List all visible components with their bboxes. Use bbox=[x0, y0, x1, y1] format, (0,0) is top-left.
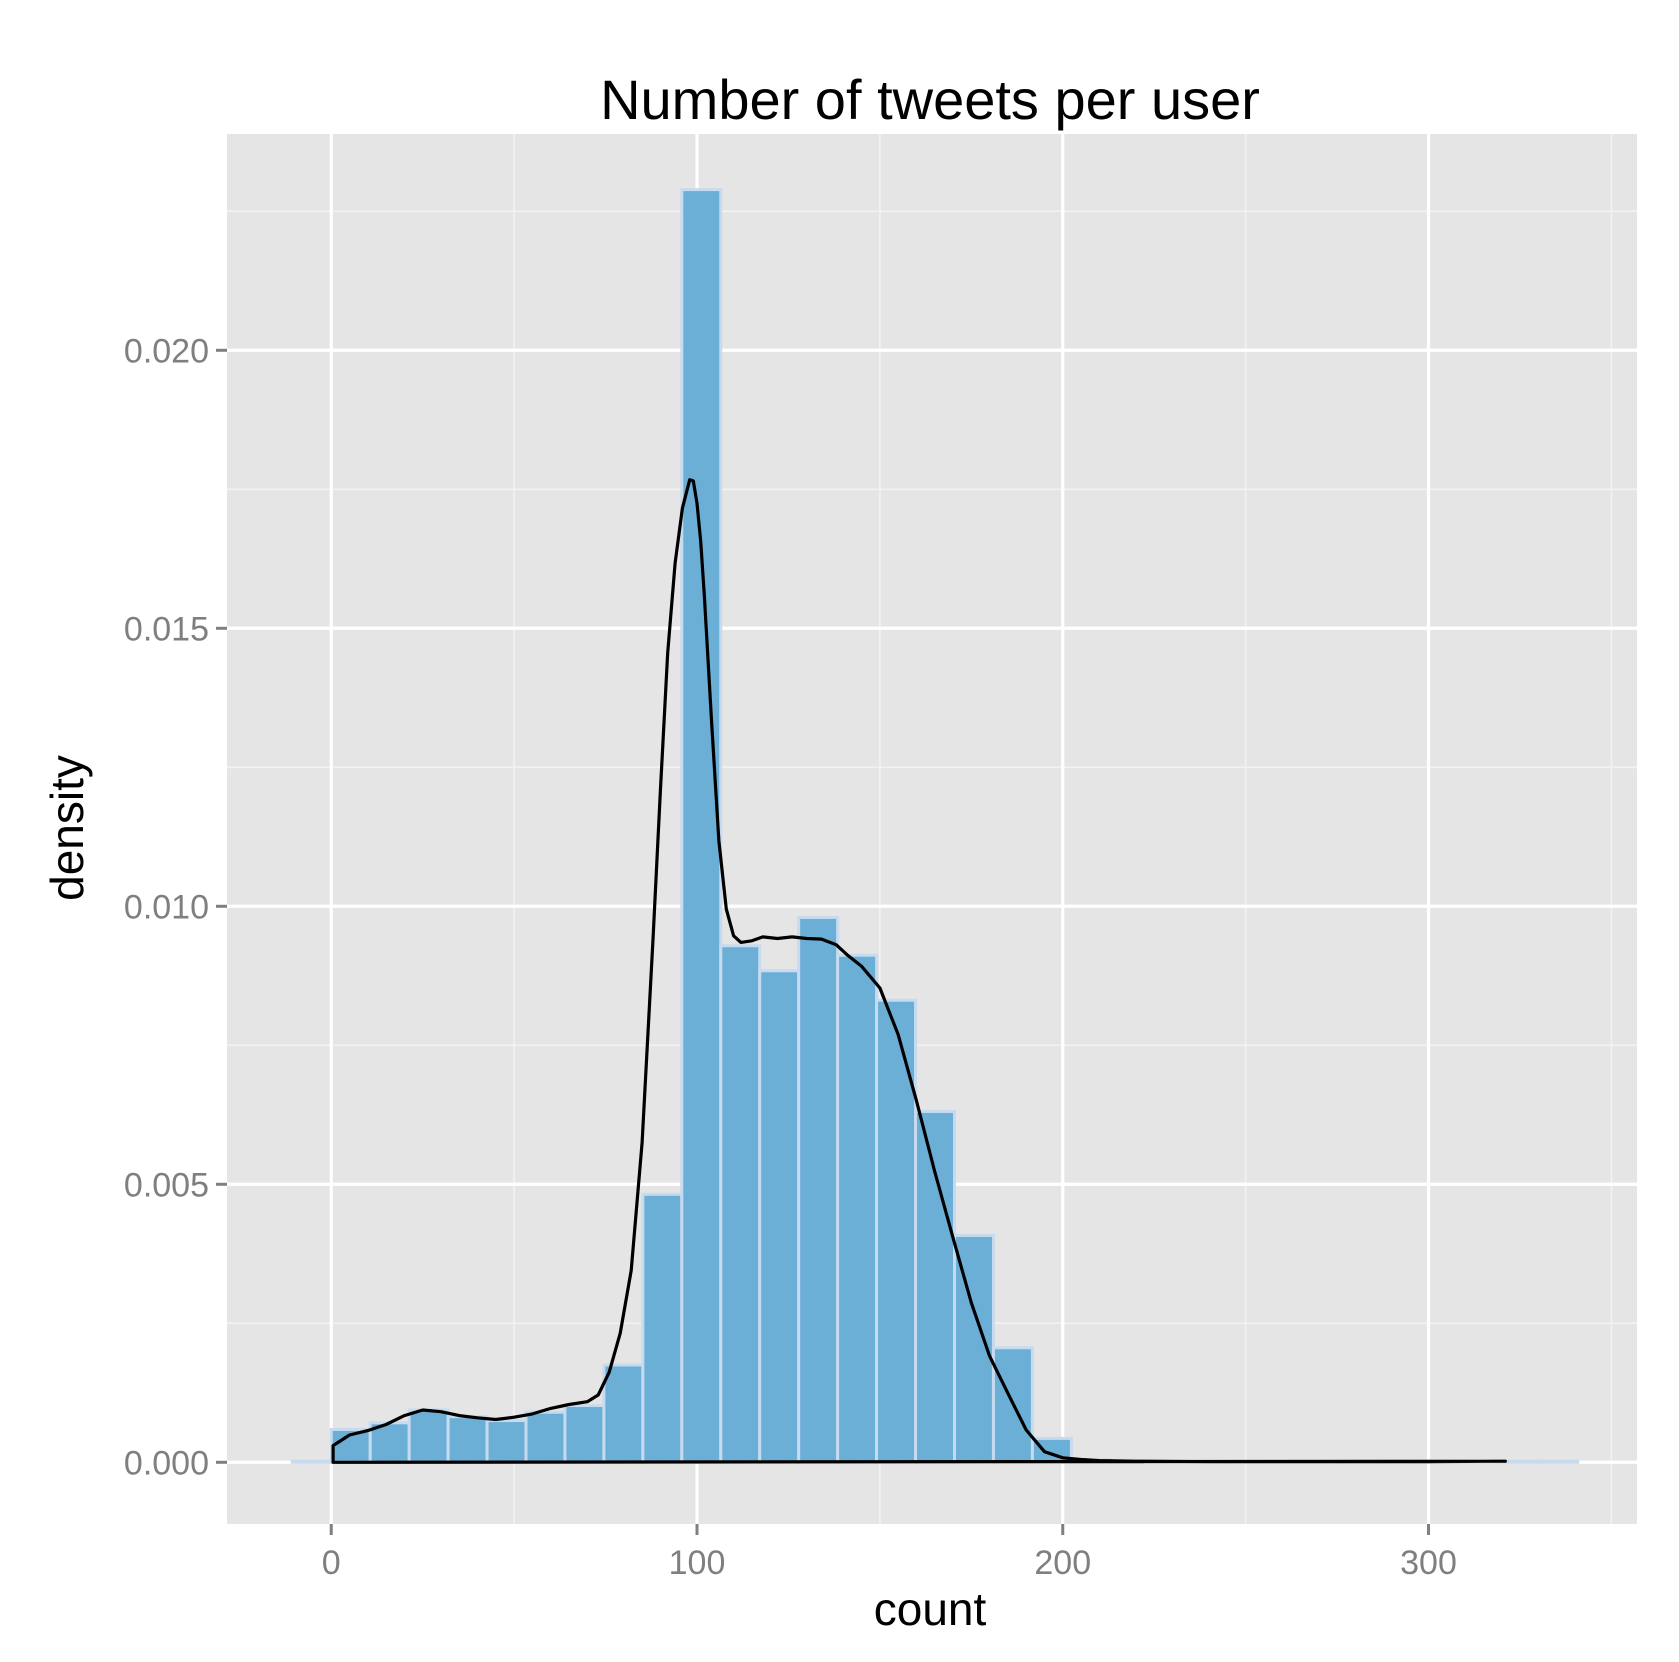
x-tick-label: 0 bbox=[322, 1544, 341, 1582]
density-curve bbox=[331, 478, 1507, 1464]
y-tick-label: 0.005 bbox=[124, 1166, 209, 1204]
histogram-bar bbox=[563, 1404, 606, 1464]
histogram-bar bbox=[875, 998, 918, 1464]
histogram-bar bbox=[680, 188, 723, 1464]
histogram-bar bbox=[1537, 1459, 1580, 1464]
histogram-bar bbox=[758, 969, 801, 1464]
chart-title: Number of tweets per user bbox=[600, 68, 1260, 131]
x-tick-label: 100 bbox=[669, 1544, 726, 1582]
histogram-bar bbox=[290, 1459, 333, 1464]
y-tick-label: 0.000 bbox=[124, 1444, 209, 1482]
x-axis-ticks: 0 100 200 300 bbox=[322, 1524, 1457, 1582]
y-axis-ticks: 0.000 0.005 0.010 0.015 0.020 bbox=[124, 332, 227, 1482]
histogram-bar bbox=[797, 915, 840, 1464]
histogram-bar bbox=[407, 1408, 450, 1464]
x-axis-title: count bbox=[874, 1583, 987, 1635]
y-axis-title: density bbox=[41, 755, 93, 901]
histogram-bar bbox=[641, 1192, 684, 1464]
histogram-bar bbox=[524, 1410, 567, 1464]
y-tick-label: 0.010 bbox=[124, 888, 209, 926]
x-tick-label: 300 bbox=[1400, 1544, 1457, 1582]
histogram-bar bbox=[446, 1415, 489, 1464]
histogram-bar bbox=[485, 1419, 528, 1464]
histogram-bar bbox=[914, 1109, 956, 1464]
histogram-bar bbox=[836, 953, 879, 1464]
histogram-bar bbox=[602, 1363, 645, 1464]
histogram-bar bbox=[719, 944, 762, 1464]
y-tick-label: 0.015 bbox=[124, 610, 209, 648]
y-tick-label: 0.020 bbox=[124, 332, 209, 370]
x-tick-label: 200 bbox=[1034, 1544, 1091, 1582]
minor-gridlines bbox=[227, 134, 1637, 1524]
